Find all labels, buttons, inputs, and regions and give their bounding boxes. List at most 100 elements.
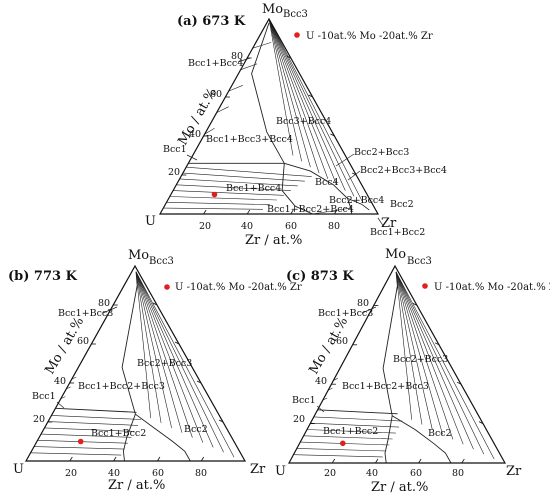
pa-tieline-fan [268,18,320,174]
pb-tieline-bcc1-bcc2 [34,446,125,450]
panel-a-alloy-point [211,191,218,198]
panel-a-phase-bcc1: Bcc1 [163,144,187,155]
pb-tieline-fan [135,271,235,458]
pb-tieline-fan [135,271,172,428]
panel-c-phase-bcc2-bcc3: Bcc2+Bcc3 [393,354,448,365]
pc-tieline-bcc1-bcc2 [303,435,393,440]
pa-tieline-bcc1-bcc4-lower [163,207,263,210]
panel-b-alloy-point [77,438,84,445]
panel-a-x-axis-label: Zr / at.% [245,233,302,248]
panel-a-x-tick-60: 60 [285,221,297,232]
panel-b-leader-2 [56,401,65,409]
pb-tieline-fan [135,271,162,424]
panel-c-y-tick-40: 40 [315,376,327,387]
panel-c-legend-marker [422,283,428,289]
panel-a-phase-bcc2-bcc3: Bcc2+Bcc3 [354,147,409,158]
panel-c-x-tick-20: 20 [324,468,336,479]
panel-b-x-tick-80: 80 [195,468,207,479]
panel-a-corner-right: Zr [381,216,397,231]
pa-bcc4-boundary [284,162,353,215]
panel-a-x-tick-80: 80 [328,221,340,232]
pc-tieline-bcc1-bcc2 [296,448,387,452]
pb-tieline-bcc1-bcc2 [51,415,142,420]
pc-x-tick-mark [418,458,422,464]
pb-three-phase-base [55,407,137,413]
pa-tieline-fan [268,18,346,191]
pa-tieline-bcc1-bcc4-lower [173,190,284,196]
pb-bcc1-bcc2-boundary [122,414,136,462]
pa-tieline-bcc1-bcc4-upper [216,106,229,113]
panel-c-x-tick-40: 40 [366,468,378,479]
panel-a-phase-bcc1-bcc4-upper: Bcc1+Bcc4 [188,58,243,69]
panel-b-legend-marker [164,284,170,290]
pa-bcc1-bcc4-lower-boundary [281,163,313,215]
panel-c-triangle [287,264,507,464]
panel-b-legend-label: U -10at.% Mo -20at.% Zr [175,282,302,293]
pc-bcc1-bcc2-boundary [384,415,393,464]
panel-b-title: (b) 773 K [8,269,78,284]
panel-c-x-tick-60: 60 [410,468,422,479]
panel-a-phase-bcc2-bcc3-bcc4: Bcc2+Bcc3+Bcc4 [360,165,447,176]
pb-x-tick-mark [157,456,161,462]
pa-tieline-bcc1-bcc4-lower [179,178,298,187]
panel-c-corner-right: Zr [506,464,522,479]
pc-x-tick-mark [375,458,379,464]
panel-c-phase-bcc2: Bcc2 [428,428,452,439]
panel-a-y-tick-80: 80 [231,51,243,62]
pb-tieline-fan [135,271,183,433]
panel-b-triangle [24,264,247,462]
panel-a-phase-bcc1-bcc2-bcc4: Bcc1+Bcc2+Bcc4 [267,204,354,215]
panel-b-phase-bcc1-bcc2: Bcc1+Bcc2 [91,428,146,439]
pa-x-tick-mark [290,209,294,215]
pc-tieline-bcc1-bcc2 [310,422,400,428]
panel-a-y-tick-20: 20 [168,167,180,178]
panel-c-title: (c) 873 K [286,269,354,284]
pc-tieline-fan [395,271,495,460]
panel-c-tielines [293,271,495,464]
panel-b-y-tick-60: 60 [77,336,89,347]
panel-a-leader-4 [347,170,361,181]
pa-x-tick-mark [203,209,207,215]
pc-tieline-fan [395,271,454,440]
pc-x-tick-mark [461,458,465,464]
pb-tieline-fan [135,271,151,419]
pb-tieline-bcc1-bcc2 [47,421,138,426]
pc-tieline-fan [395,271,464,445]
pc-tieline-bcc1-bcc2 [306,429,396,434]
panel-b-corner-left: U [13,462,24,477]
panel-a-leader-2 [186,154,198,161]
pc-tieline-fan [395,271,412,420]
panel-c-corner-left: U [275,464,286,479]
pb-r-tick-mark [196,380,202,384]
pa-tieline-bcc1-bcc4-upper [240,63,258,70]
pb-tieline-fan [135,271,214,448]
panel-b-y-tick-80: 80 [98,298,110,309]
panel-c-phase-bcc1-bcc2: Bcc1+Bcc2 [323,426,378,437]
pb-r-tick-mark [218,419,224,423]
panel-b-tielines [30,271,235,462]
panel-a-x-tick-20: 20 [199,221,211,232]
panel-c-alloy-point [340,440,346,447]
panel-a-phase-bcc1-bcc4-lower: Bcc1+Bcc4 [226,183,281,194]
panel-c-x-tick-80: 80 [452,468,464,479]
panel-b-x-tick-20: 20 [65,468,77,479]
panel-a-leader-5 [377,217,385,228]
pb-tieline-bcc1-bcc2 [40,433,132,438]
pb-triangle-outline [24,264,247,462]
panel-a-phase-bcc4: Bcc4 [315,177,339,188]
pb-x-tick-mark [69,456,73,462]
panel-a-x-tick-40: 40 [241,221,253,232]
pc-tieline-fan [395,271,443,435]
pc-triangle-outline [287,264,507,464]
pa-tieline-bcc1-bcc4-upper [228,85,243,92]
panel-a-corner-top-sub: Bcc3 [283,9,308,20]
pc-bcc2-boundary [391,415,452,464]
panel-c-phase-bcc1-bcc3: Bcc1+Bcc3 [318,308,373,319]
panel-a-phase-bcc1-bcc3-bcc4: Bcc1+Bcc3+Bcc4 [206,134,293,145]
panel-b-phase-bcc2: Bcc2 [184,424,208,435]
panel-c-y-tick-60: 60 [336,336,348,347]
pc-r-tick-mark [412,303,418,306]
pa-x-tick-mark [334,209,338,215]
pc-r-tick-mark [434,342,440,346]
